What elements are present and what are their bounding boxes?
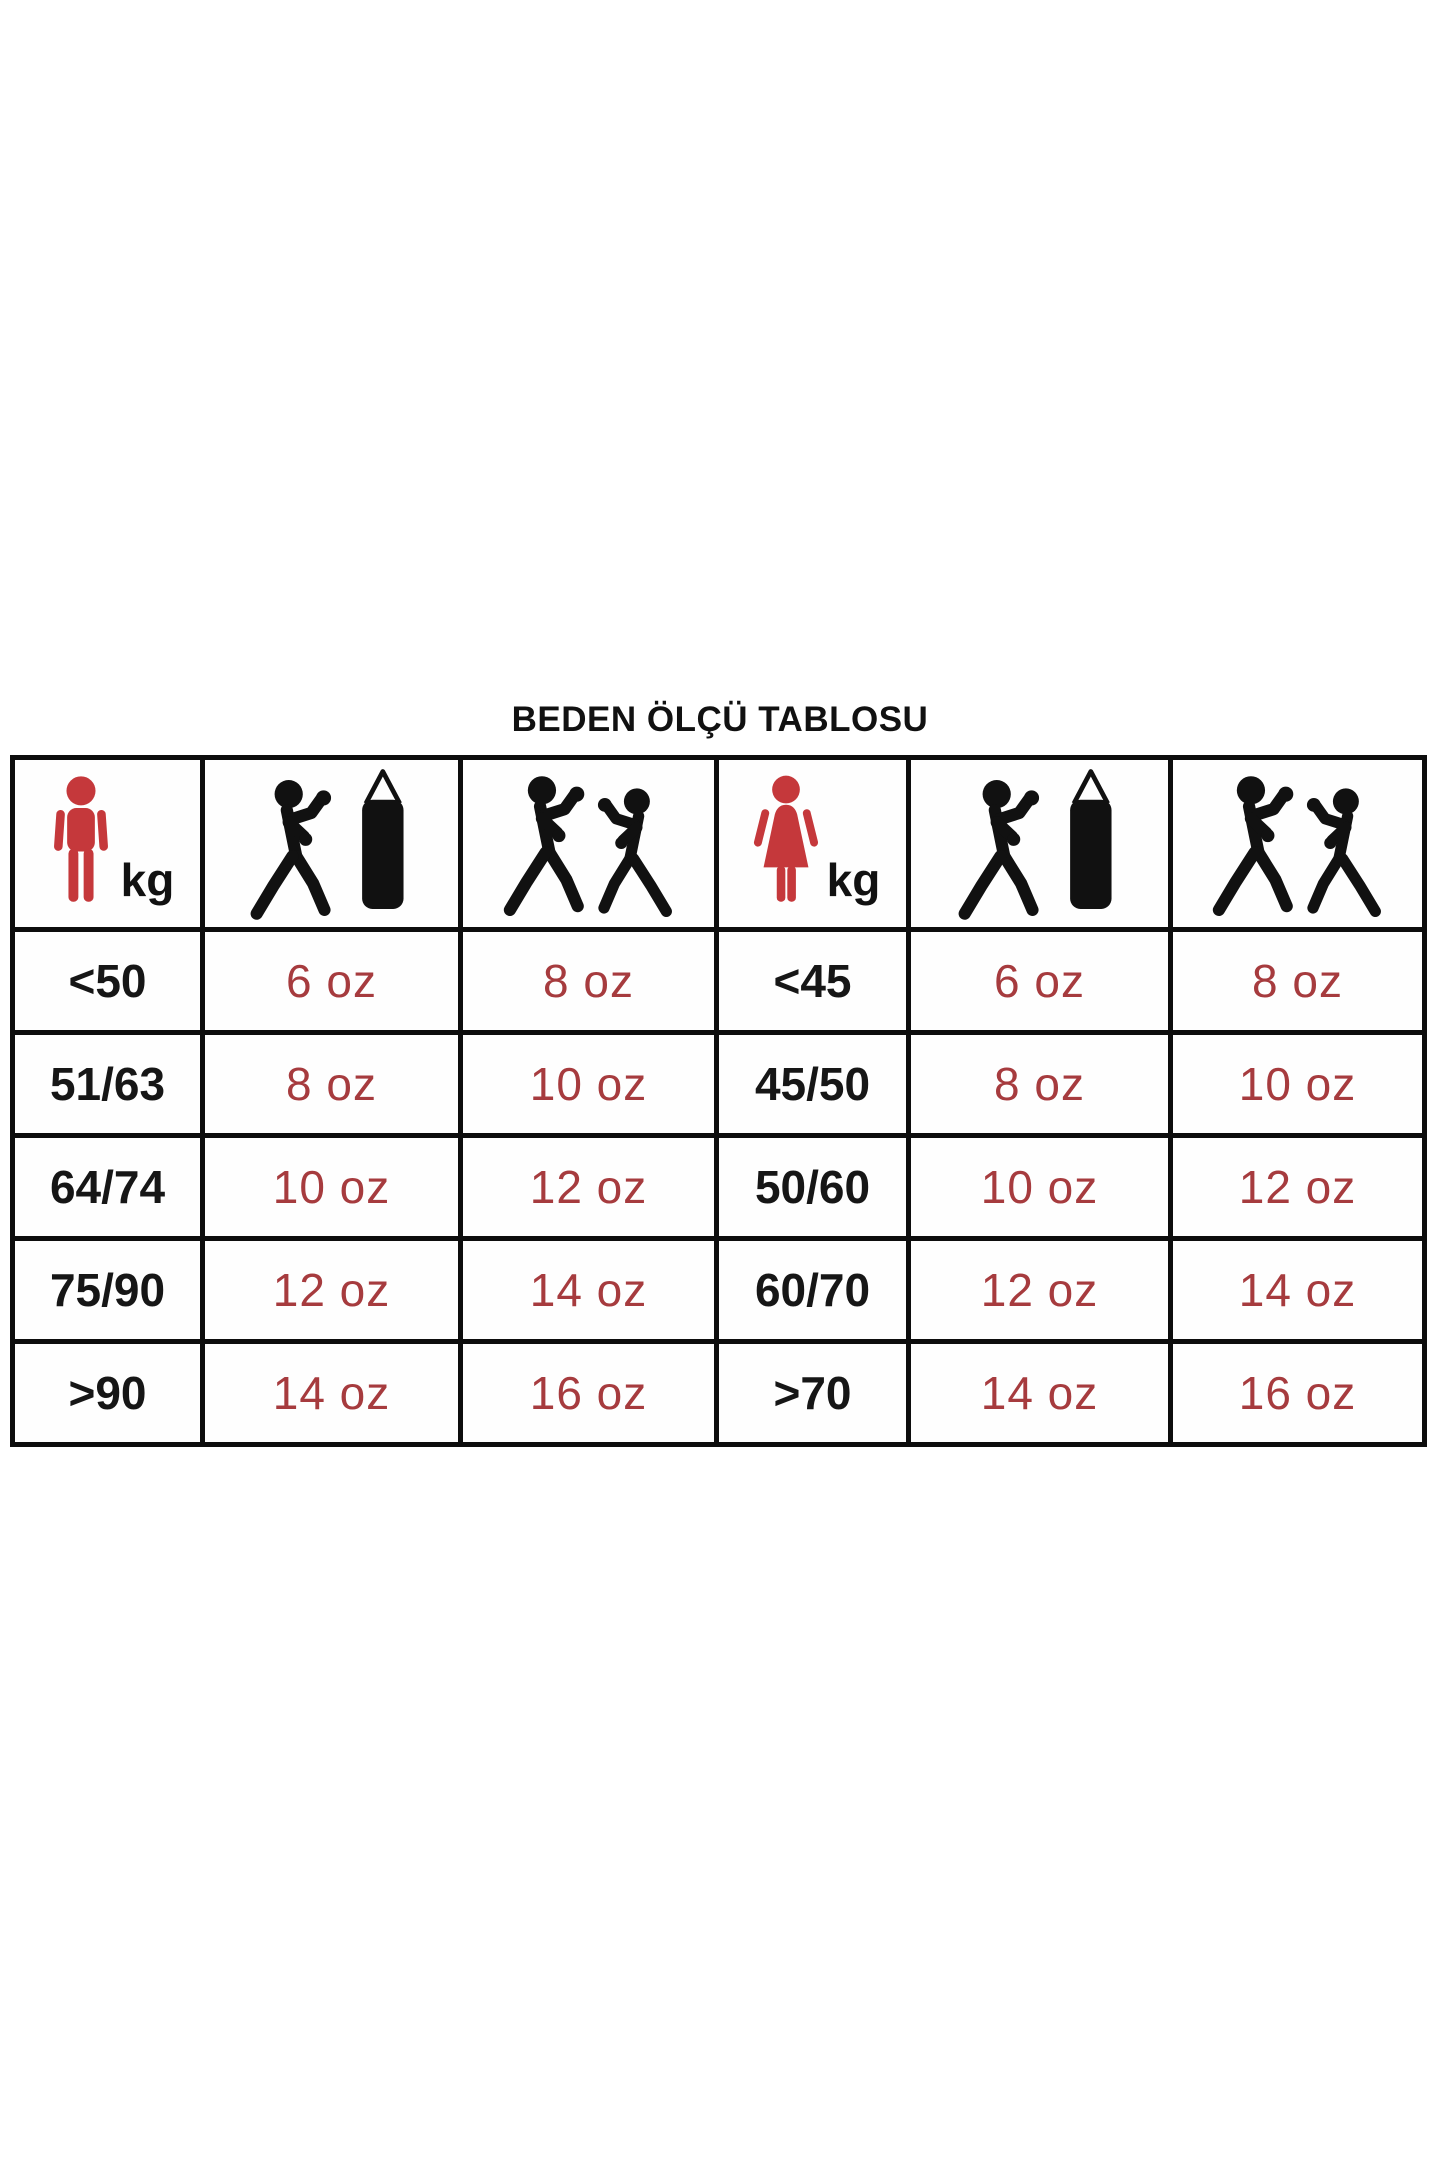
header-cell-sparring [458,755,719,932]
sparring-oz-cell: 16 oz [1168,1339,1427,1447]
header-cell-bag-training [200,755,463,932]
bag-oz-cell: 8 oz [906,1030,1173,1138]
oz-value: 6 oz [994,955,1085,1007]
kg-value: 75/90 [49,1264,166,1316]
boxers-sparring-icon [475,764,703,924]
kg-value: >70 [773,1367,852,1419]
male-kg-cell: >90 [10,1339,205,1447]
page-title: BEDEN ÖLÇÜ TABLOSU [511,700,929,739]
bag-oz-cell: 10 oz [200,1133,463,1241]
oz-value: 8 oz [286,1058,377,1110]
kg-value: 60/70 [754,1264,871,1316]
female-figure-icon [752,775,819,902]
sparring-oz-cell: 10 oz [458,1030,719,1138]
bag-oz-cell: 6 oz [200,927,463,1035]
oz-value: 14 oz [980,1367,1099,1419]
bag-oz-cell: 8 oz [200,1030,463,1138]
oz-value: 16 oz [1238,1367,1357,1419]
oz-value: 12 oz [529,1161,648,1213]
header-cell-male-kg: kg [10,755,205,932]
sparring-oz-cell: 16 oz [458,1339,719,1447]
boxer-punching-bag-icon [926,764,1154,924]
table-row: 64/74 10 oz 12 oz 50/60 10 oz 12 oz [10,1133,1427,1241]
male-kg-cell: 64/74 [10,1133,205,1241]
oz-value: 16 oz [529,1367,648,1419]
female-kg-cell: 50/60 [714,1133,911,1241]
table-row: 75/90 12 oz 14 oz 60/70 12 oz 14 oz [10,1236,1427,1344]
oz-value: 10 oz [980,1161,1099,1213]
kg-label: kg [120,853,175,906]
oz-value: 8 oz [994,1058,1085,1110]
bag-oz-cell: 14 oz [200,1339,463,1447]
oz-value: 8 oz [1252,955,1343,1007]
table-row: <50 6 oz 8 oz <45 6 oz 8 oz [10,927,1427,1035]
kg-value: 64/74 [49,1161,166,1213]
female-kg-cell: 45/50 [714,1030,911,1138]
sparring-oz-cell: 8 oz [1168,927,1427,1035]
male-kg-cell: <50 [10,927,205,1035]
header-cell-sparring [1168,755,1427,932]
kg-value: 50/60 [754,1161,871,1213]
sparring-oz-cell: 12 oz [458,1133,719,1241]
oz-value: 14 oz [529,1264,648,1316]
header-cell-female-kg: kg [714,755,911,932]
sparring-oz-cell: 10 oz [1168,1030,1427,1138]
bag-oz-cell: 12 oz [906,1236,1173,1344]
bag-oz-cell: 12 oz [200,1236,463,1344]
oz-value: 8 oz [543,955,634,1007]
female-kg-cell: <45 [714,927,911,1035]
kg-value: <50 [68,955,147,1007]
oz-value: 10 oz [1238,1058,1357,1110]
oz-value: 12 oz [980,1264,1099,1316]
oz-value: 12 oz [272,1264,391,1316]
sparring-oz-cell: 14 oz [458,1236,719,1344]
oz-value: 12 oz [1238,1161,1357,1213]
kg-value: 45/50 [754,1058,871,1110]
male-kg-cell: 51/63 [10,1030,205,1138]
male-kg-cell: 75/90 [10,1236,205,1344]
kg-value: <45 [773,955,852,1007]
bag-oz-cell: 10 oz [906,1133,1173,1241]
sparring-oz-cell: 8 oz [458,927,719,1035]
table-row: 51/63 8 oz 10 oz 45/50 8 oz 10 oz [10,1030,1427,1138]
female-kg-cell: >70 [714,1339,911,1447]
size-table: kg kg <50 6 oz [10,755,1427,1447]
bag-oz-cell: 6 oz [906,927,1173,1035]
kg-value: >90 [68,1367,147,1419]
female-kg-cell: 60/70 [714,1236,911,1344]
header-cell-bag-training [906,755,1173,932]
table-row: >90 14 oz 16 oz >70 14 oz 16 oz [10,1339,1427,1447]
bag-oz-cell: 14 oz [906,1339,1173,1447]
oz-value: 10 oz [529,1058,648,1110]
boxers-sparring-icon [1184,764,1412,924]
kg-value: 51/63 [49,1058,166,1110]
kg-label: kg [826,853,881,906]
sparring-oz-cell: 12 oz [1168,1133,1427,1241]
header-row: kg kg [10,755,1427,932]
oz-value: 14 oz [1238,1264,1357,1316]
sparring-oz-cell: 14 oz [1168,1236,1427,1344]
male-figure-icon [53,775,108,902]
oz-value: 6 oz [286,955,377,1007]
oz-value: 14 oz [272,1367,391,1419]
oz-value: 10 oz [272,1161,391,1213]
boxer-punching-bag-icon [218,764,446,924]
